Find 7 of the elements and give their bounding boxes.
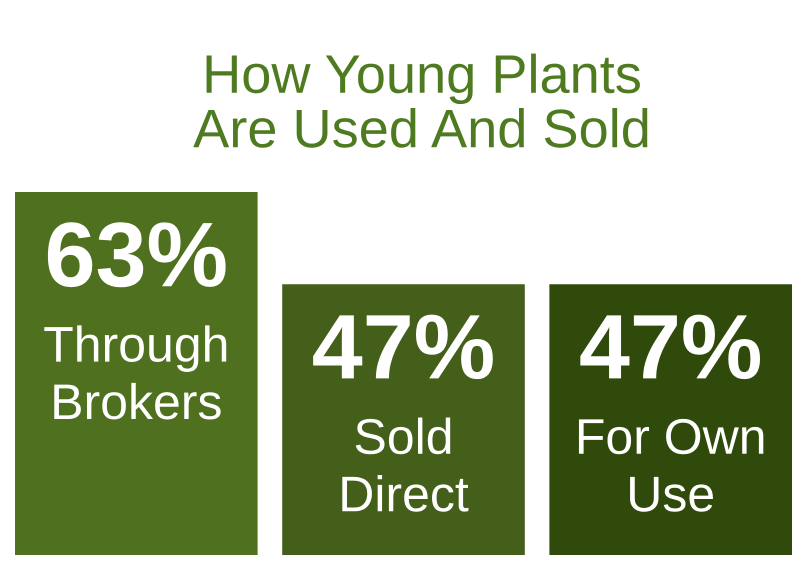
x-tick-label: Through Brokers <box>44 325 226 420</box>
data-label: 47% <box>580 314 760 380</box>
data-label: 63% <box>48 222 226 288</box>
data-label: 47% <box>313 314 493 380</box>
chart-title: How Young Plants Are Used And Sold <box>193 54 648 148</box>
x-tick-label: For Own Use <box>578 418 764 512</box>
x-tick-label: Sold Direct <box>342 418 468 512</box>
